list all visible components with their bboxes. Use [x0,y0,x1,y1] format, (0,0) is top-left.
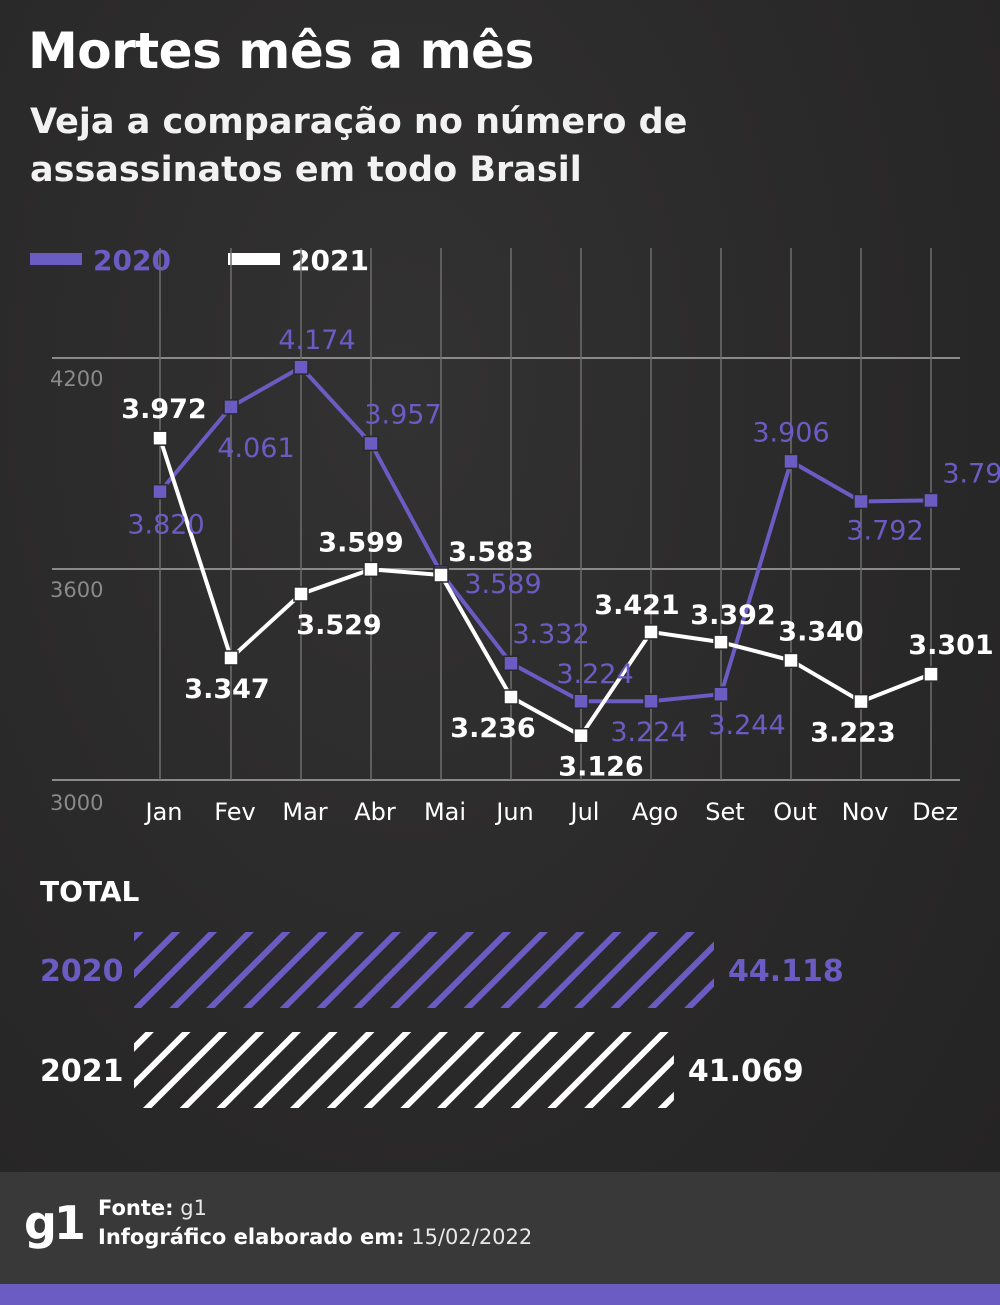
x-tick-label: Jun [494,798,534,826]
data-point-2021 [853,693,869,710]
data-point-2021 [503,689,519,705]
total-year-label: 2021 [40,1054,124,1089]
data-label-2020: 4.061 [217,433,294,464]
x-tick-label: Abr [354,798,396,826]
data-point-2021 [713,634,729,650]
legend-label-2021: 2021 [291,244,369,277]
x-tick-label: Fev [214,798,255,826]
x-tick-label: Nov [842,798,889,826]
date-value: 15/02/2022 [411,1225,533,1249]
page-subtitle: Veja a comparação no número de assassina… [30,102,688,190]
total-title: TOTAL [40,875,140,908]
data-point-2021 [293,586,309,602]
source-line: Fonte: g1 [98,1196,207,1220]
data-point-2020 [573,693,589,709]
line-chart: 2020 2021 3000 3600 4200 Jan Fev Mar Abr Mai Jun Ju… [30,244,1000,826]
x-tick-label: Ago [632,798,678,826]
source-value: g1 [180,1196,207,1220]
data-point-2020 [503,655,519,671]
data-point-2020 [713,686,729,702]
data-label-2021: 3.347 [184,674,269,705]
data-point-2021 [363,561,379,578]
x-tick-label: Mai [424,798,466,826]
x-tick-label: Out [773,798,817,826]
footer [0,1172,1000,1284]
page-title: Mortes mês a mês [28,22,534,80]
source-label: Fonte: [98,1196,174,1220]
data-point-2020 [293,359,309,375]
data-label-2020: 3.820 [127,510,204,541]
data-point-2020 [223,399,239,415]
footer-accent-bar [0,1284,1000,1305]
data-label-2021: 3.236 [450,713,535,744]
data-label-2021: 3.583 [448,537,533,568]
total-bar-2021 [134,1032,674,1108]
data-point-2020 [152,483,168,500]
data-point-2020 [853,493,869,510]
data-label-2020: 3.332 [512,619,589,650]
data-point-2021 [643,624,659,640]
data-label-2021: 3.972 [121,394,206,425]
data-label-2021: 3.301 [908,630,993,661]
x-tick-label: Set [705,798,744,826]
x-tick-label: Dez [912,798,958,826]
legend-swatch-2021 [228,253,280,265]
data-label-2020: 3.906 [752,417,829,448]
total-value-label: 44.118 [728,954,844,989]
totals-bar-chart: 2020 44.118 2021 41.069 [40,932,844,1108]
date-label: Infográfico elaborado em: [98,1225,405,1249]
data-label-2020: 4.174 [278,325,355,356]
data-point-2020 [363,435,379,452]
x-tick-label: Mar [282,798,327,826]
data-point-2021 [923,666,939,682]
data-point-2021 [152,430,168,446]
data-point-2020 [643,693,659,709]
data-label-2021: 3.421 [594,590,679,621]
total-bar-2020 [134,932,714,1008]
data-label-2020: 3.957 [364,399,441,430]
g1-logo: g1 [24,1196,86,1250]
data-label-2020: 3.224 [556,659,633,690]
total-year-label: 2020 [40,954,124,989]
x-tick-label: Jan [144,798,183,826]
total-value-label: 41.069 [688,1054,804,1089]
legend-swatch-2020 [30,253,82,265]
series-line-2021 [158,437,932,738]
data-label-2021: 3.599 [318,527,403,558]
data-label-2020: 3.224 [610,717,687,748]
y-tick-label: 3600 [50,578,103,602]
legend-label-2020: 2020 [93,244,171,277]
data-point-2021 [573,727,589,744]
data-label-2020: 3.589 [464,569,541,600]
data-point-2020 [783,453,799,470]
data-label-2020: 3.792 [846,515,923,546]
data-point-2020 [923,492,939,509]
data-label-2020: 3.795 [942,458,1000,489]
data-point-2021 [223,650,239,666]
data-label-2021: 3.340 [778,616,863,647]
data-label-2020: 3.244 [708,710,785,741]
data-point-2021 [783,652,799,669]
data-label-2021: 3.529 [296,610,381,641]
y-tick-label: 4200 [50,367,103,391]
data-label-2021: 3.223 [810,718,895,749]
data-label-2021: 3.126 [558,752,643,783]
date-line: Infográfico elaborado em: 15/02/2022 [98,1225,532,1249]
data-label-2021: 3.392 [690,600,775,631]
y-tick-label: 3000 [50,791,103,815]
x-tick-label: Jul [569,798,600,826]
series-line-2020 [158,365,932,704]
data-point-2021 [433,567,449,583]
